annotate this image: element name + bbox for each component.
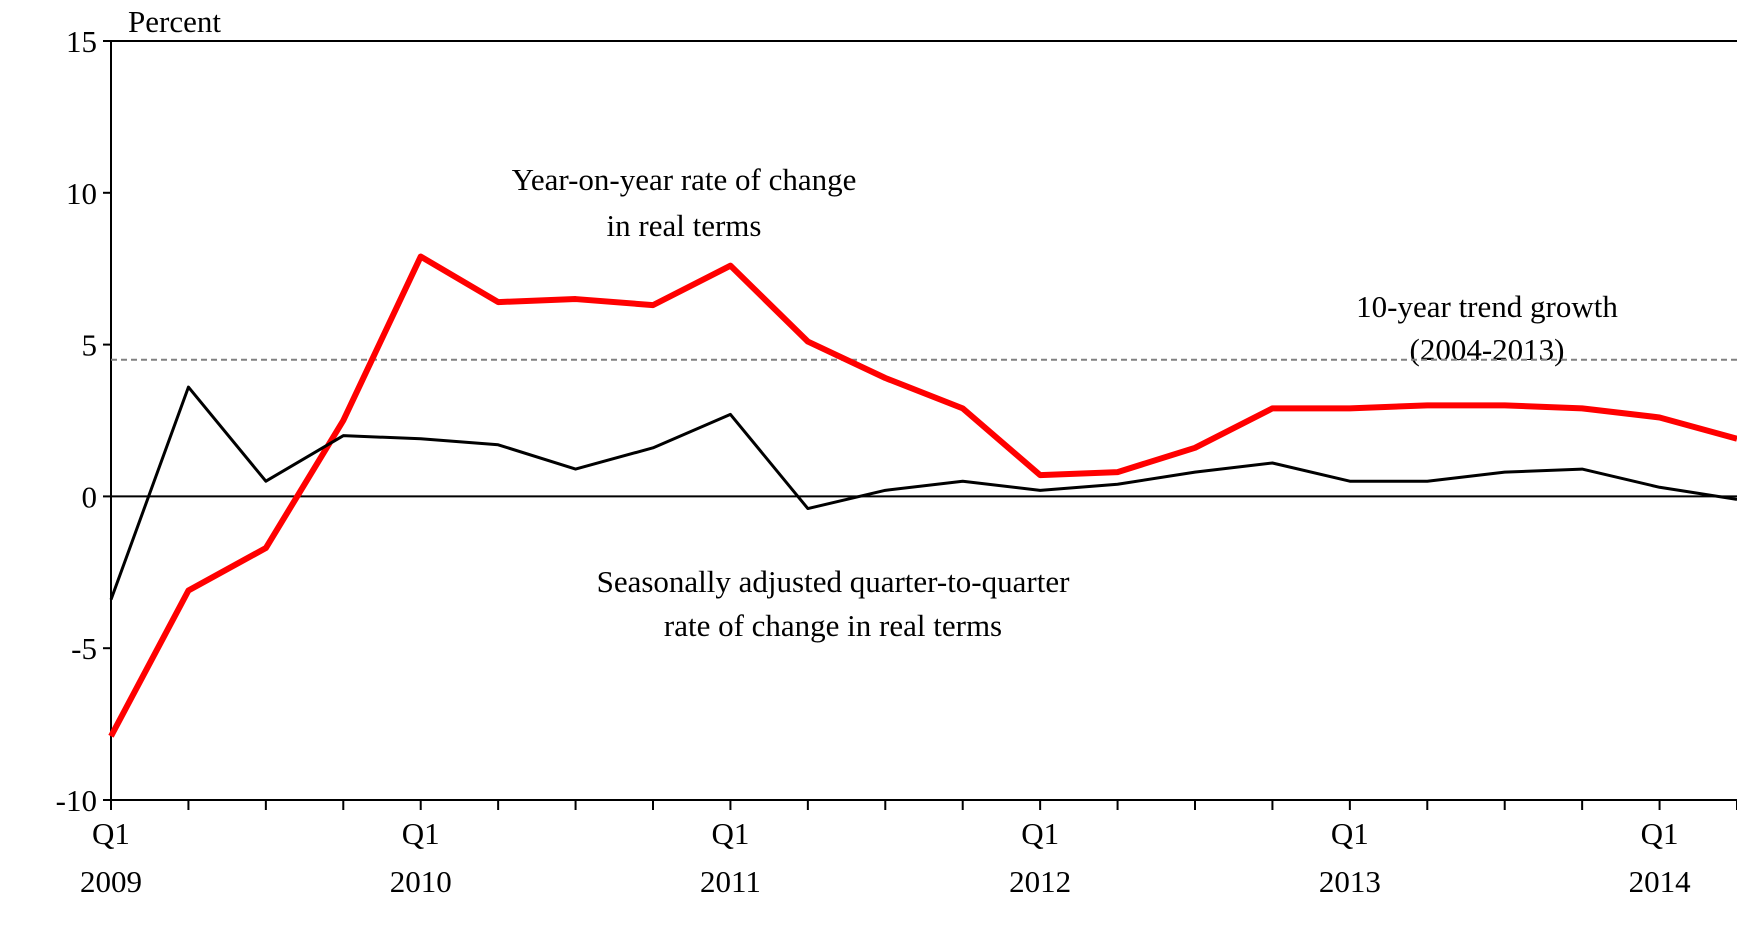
- x-tick-label: Q1 2010: [390, 816, 452, 899]
- y-tick-label: 0: [82, 479, 98, 514]
- y-tick-label: 5: [82, 328, 98, 363]
- y-tick-label: -5: [71, 631, 97, 666]
- annotation: Year-on-year rate of change in real term…: [512, 162, 857, 243]
- x-tick-label: Q1 2011: [700, 816, 761, 899]
- x-tick-label: Q1 2009: [80, 816, 142, 899]
- annotation: 10-year trend growth (2004-2013): [1356, 289, 1618, 367]
- annotation-line: 10-year trend growth: [1356, 289, 1618, 324]
- y-tick-label: -10: [56, 783, 97, 818]
- annotation-line: (2004-2013): [1410, 332, 1565, 367]
- y-tick-label: 10: [66, 176, 97, 211]
- series-line: [109, 385, 1737, 601]
- y-axis-label: Percent: [128, 4, 221, 39]
- annotation-line: rate of change in real terms: [664, 608, 1002, 643]
- annotation-line: Seasonally adjusted quarter-to-quarter: [597, 564, 1070, 599]
- annotation: Seasonally adjusted quarter-to-quarter r…: [597, 564, 1070, 643]
- x-tick-label: Q1 2013: [1319, 816, 1381, 899]
- x-tick-label: Q1 2012: [1009, 816, 1071, 899]
- x-tick-label: Q1 2014: [1629, 816, 1692, 899]
- annotation-line: in real terms: [607, 208, 762, 243]
- annotation-line: Year-on-year rate of change: [512, 162, 857, 197]
- y-tick-label: 15: [66, 24, 97, 59]
- series-line: [108, 253, 1737, 738]
